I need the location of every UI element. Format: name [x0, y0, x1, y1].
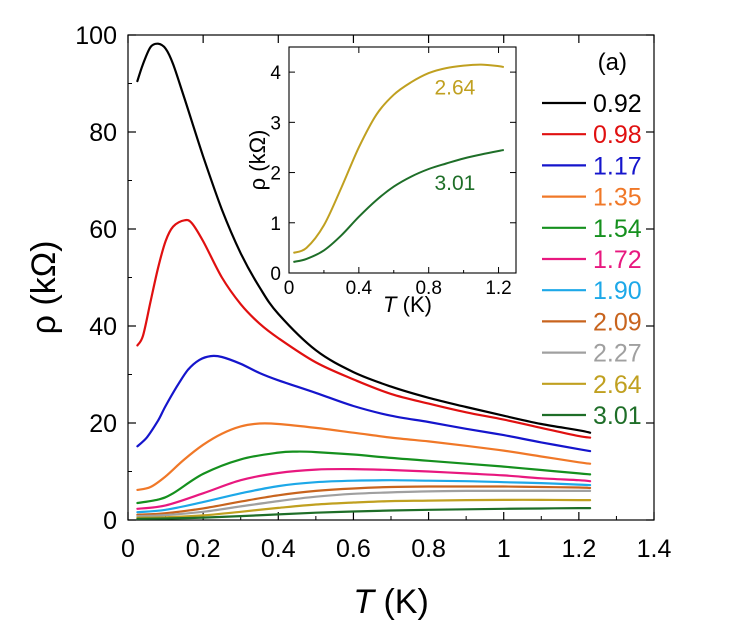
inset-x-tick-label: 0 — [284, 278, 295, 299]
legend-label-2.09: 2.09 — [593, 308, 642, 336]
inset-y-axis-title: ρ (kΩ) — [245, 130, 270, 191]
y-tick-label: 60 — [89, 216, 117, 244]
series-line-1.17 — [136, 354, 592, 453]
x-axis-title: T (K) — [353, 583, 429, 621]
legend-label-2.27: 2.27 — [593, 340, 642, 368]
legend-label-3.01: 3.01 — [593, 402, 642, 430]
inset-series-line-3.01 — [293, 149, 504, 263]
series-line-2.27 — [136, 489, 592, 518]
legend-label-0.92: 0.92 — [593, 90, 642, 118]
legend-label-1.54: 1.54 — [593, 215, 642, 243]
series-line-1.72 — [136, 467, 592, 510]
inset-y-tick-label: 2 — [270, 164, 281, 185]
y-tick-label: 0 — [103, 507, 117, 535]
y-tick-label: 40 — [89, 313, 117, 341]
legend-label-2.64: 2.64 — [593, 371, 642, 399]
inset-y-tick-label: 3 — [270, 113, 281, 134]
x-tick-label: 1 — [497, 535, 511, 563]
series-line-0.98 — [136, 218, 592, 439]
x-tick-label: 0.6 — [336, 535, 371, 563]
panel-label: (a) — [598, 49, 627, 76]
x-tick-label: 0.2 — [186, 535, 221, 563]
inset-frame — [288, 46, 517, 274]
y-tick-label: 20 — [89, 410, 117, 438]
legend-label-1.90: 1.90 — [593, 277, 642, 305]
y-tick-label: 100 — [75, 22, 117, 50]
inset-x-axis-title: T (K) — [383, 292, 432, 317]
inset-annotation-3.01: 3.01 — [434, 172, 475, 195]
inset-annotation-2.64: 2.64 — [434, 77, 475, 100]
inset-y-tick-label: 0 — [270, 264, 281, 285]
x-tick-label: 1.2 — [561, 535, 596, 563]
inset-plot: 0 0.4 0.8 1.2 0 1 2 3 4 T (K) ρ (kΩ) 2.64 3.01 — [245, 46, 517, 317]
inset-x-tick-label: 0.8 — [415, 278, 441, 299]
legend-label-1.17: 1.17 — [593, 152, 642, 180]
series-line-2.09 — [136, 485, 592, 516]
legend-label-0.98: 0.98 — [593, 121, 642, 149]
x-tick-label: 0.4 — [261, 535, 296, 563]
series-line-1.35 — [136, 422, 592, 491]
x-tick-label: 0 — [121, 535, 135, 563]
y-axis-title: ρ (kΩ) — [25, 241, 63, 335]
y-tick-label: 80 — [89, 119, 117, 147]
series-line-2.64 — [136, 498, 592, 519]
inset-y-tick-label: 1 — [270, 214, 281, 235]
series-line-1.54 — [136, 450, 592, 505]
x-tick-label: 0.8 — [411, 535, 446, 563]
series-line-0.92 — [136, 42, 592, 434]
legend-label-1.35: 1.35 — [593, 184, 642, 212]
series-line-1.90 — [136, 479, 592, 514]
x-tick-label: 1.4 — [637, 535, 672, 563]
series-line-3.01 — [136, 506, 592, 520]
inset-y-tick-label: 4 — [270, 63, 281, 84]
legend: 0.92 0.98 1.17 1.35 1.54 1.72 1.90 2.09 2.27 2.64… — [542, 90, 642, 430]
inset-series-line-2.64 — [293, 63, 505, 254]
legend-label-1.72: 1.72 — [593, 246, 642, 274]
inset-x-tick-label: 1.2 — [485, 278, 511, 299]
inset-x-tick-label: 0.4 — [346, 278, 373, 299]
